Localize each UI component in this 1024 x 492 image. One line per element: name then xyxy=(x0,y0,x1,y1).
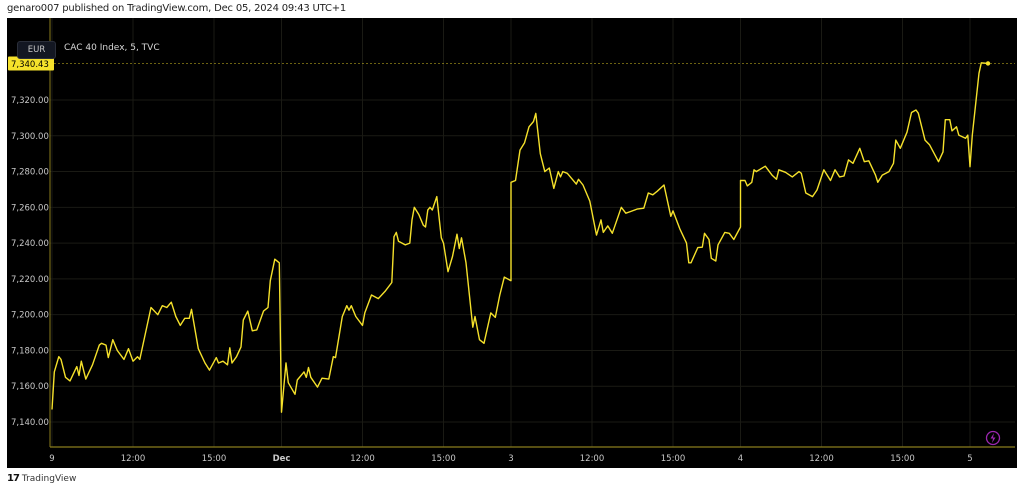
published-caption: genaro007 published on TradingView.com, … xyxy=(7,3,347,14)
time-tick-label: 4 xyxy=(738,454,743,464)
time-tick-label: 12:00 xyxy=(121,454,146,464)
price-tick-label: 7,180.00 xyxy=(11,346,49,356)
time-tick-label: 12:00 xyxy=(580,454,605,464)
time-tick-label: 5 xyxy=(967,454,972,464)
time-tick-label: 3 xyxy=(508,454,513,464)
price-tick-label: 7,160.00 xyxy=(11,382,49,392)
price-tick-label: 7,240.00 xyxy=(11,239,49,249)
lightning-icon[interactable] xyxy=(985,430,1001,446)
footer-brand[interactable]: TradingView xyxy=(21,473,77,484)
time-tick-label: 12:00 xyxy=(809,454,834,464)
tradingview-logo-icon[interactable]: 17 xyxy=(7,473,20,484)
price-tick-label: 7,320.00 xyxy=(11,96,49,106)
price-tick-label: 7,220.00 xyxy=(11,275,49,285)
lightning-icon-bolt xyxy=(990,433,996,443)
last-price-badge xyxy=(8,56,54,71)
time-tick-label: 9 xyxy=(49,454,54,464)
price-tick-label: 7,200.00 xyxy=(11,311,49,321)
time-tick-label: 12:00 xyxy=(350,454,375,464)
price-tick-label: 7,280.00 xyxy=(11,168,49,178)
symbol-legend: CAC 40 Index, 5, TVC xyxy=(64,43,160,53)
price-chart[interactable]: 7,140.00 7,160.00 7,180.00 7,200.00 7,220.00… xyxy=(7,18,1017,468)
price-tick-label: 7,140.00 xyxy=(11,418,49,428)
currency-button[interactable]: EUR xyxy=(17,41,56,59)
chart-panel[interactable]: 7,140.00 7,160.00 7,180.00 7,200.00 7,220.00… xyxy=(7,18,1017,468)
time-tick-label: 15:00 xyxy=(202,454,227,464)
time-tick-label: 15:00 xyxy=(890,454,915,464)
time-tick-label: Dec xyxy=(273,454,291,464)
price-tick-label: 7,300.00 xyxy=(11,132,49,142)
last-price-dot xyxy=(985,61,991,66)
price-tick-label: 7,260.00 xyxy=(11,203,49,213)
price-series-line xyxy=(51,62,989,413)
time-tick-label: 15:00 xyxy=(431,454,456,464)
time-tick-label: 15:00 xyxy=(661,454,686,464)
last-price-label: 7,340.43 xyxy=(11,60,49,70)
footer: 17 TradingView xyxy=(7,473,76,484)
lightning-icon-ring xyxy=(985,430,1001,446)
